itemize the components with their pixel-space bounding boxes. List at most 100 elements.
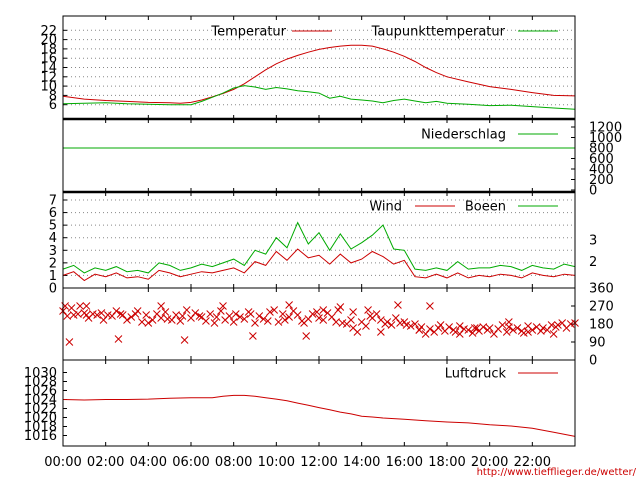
direction-point bbox=[138, 318, 146, 326]
direction-point bbox=[490, 330, 498, 338]
direction-point bbox=[464, 326, 473, 334]
direction-point bbox=[377, 328, 385, 336]
x-tick-label: 00:00 bbox=[44, 455, 81, 470]
direction-point bbox=[144, 319, 153, 327]
direction-point bbox=[451, 328, 460, 336]
direction-point bbox=[229, 318, 238, 326]
wind-tick-label: 6 bbox=[49, 206, 57, 221]
direction-point bbox=[142, 311, 151, 319]
direction-point bbox=[336, 303, 345, 311]
direction-point bbox=[97, 309, 106, 317]
direction-point bbox=[391, 314, 400, 322]
direction-tick-label: 180 bbox=[589, 318, 614, 333]
direction-point bbox=[82, 302, 91, 310]
wind-series-gusts bbox=[62, 221, 576, 274]
x-axis: 00:00 02:00 04:00 06:00 08:00 10:00 12:00 14:00… bbox=[44, 455, 551, 470]
direction-point bbox=[524, 328, 532, 336]
x-tick-label: 08:00 bbox=[215, 455, 252, 470]
direction-point bbox=[498, 321, 507, 329]
temperature-legend-label: Taupunkttemperatur bbox=[371, 25, 506, 40]
wind-series-wind bbox=[62, 248, 576, 282]
direction-point bbox=[353, 328, 362, 336]
direction-tick-label: 360 bbox=[589, 282, 614, 297]
direction-point bbox=[157, 314, 165, 322]
direction-point bbox=[281, 316, 289, 324]
direction-point bbox=[319, 306, 328, 314]
direction-point bbox=[259, 315, 268, 323]
direction-tick-label: 0 bbox=[589, 354, 597, 369]
direction-point bbox=[112, 307, 121, 315]
wind-right-label: 3 bbox=[589, 234, 597, 249]
direction-point bbox=[225, 312, 234, 320]
direction-point bbox=[187, 314, 195, 322]
direction-point bbox=[421, 330, 430, 338]
pressure-tick-label: 1030 bbox=[24, 366, 57, 381]
direction-point bbox=[347, 316, 355, 324]
wind-tick-label: 3 bbox=[49, 244, 57, 259]
direction-point bbox=[332, 318, 340, 326]
pressure-tick-label: 1020 bbox=[24, 411, 57, 426]
wind-legend-label: Wind bbox=[369, 200, 402, 215]
pressure-tick-label: 1016 bbox=[24, 429, 57, 444]
direction-point bbox=[251, 319, 259, 327]
temperature-series-temperature bbox=[62, 44, 576, 104]
wind-tick-label: 4 bbox=[49, 231, 57, 246]
direction-point bbox=[274, 318, 283, 326]
x-tick-label: 04:00 bbox=[130, 455, 167, 470]
pressure-tick-label: 1022 bbox=[24, 402, 57, 417]
direction-point bbox=[161, 308, 170, 316]
precipitation-tick-label: 200 bbox=[589, 173, 614, 188]
direction-point bbox=[249, 332, 257, 340]
temperature-tick-label: 10 bbox=[40, 80, 57, 95]
pressure-tick-label: 1024 bbox=[24, 393, 57, 408]
direction-point bbox=[485, 324, 494, 332]
wind-tick-label: 5 bbox=[49, 219, 57, 234]
direction-point bbox=[406, 322, 415, 330]
x-tick-label: 18:00 bbox=[428, 455, 465, 470]
direction-point bbox=[246, 310, 255, 318]
direction-point bbox=[195, 312, 204, 320]
direction-point bbox=[172, 311, 180, 319]
direction-point bbox=[549, 330, 558, 338]
direction-point bbox=[455, 322, 464, 330]
direction-point bbox=[387, 321, 396, 329]
direction-point bbox=[394, 301, 402, 309]
direction-point bbox=[302, 332, 311, 340]
source-url[interactable]: http://www.tiefflieger.de/wetter/ bbox=[477, 467, 637, 478]
temperature-tick-label: 14 bbox=[40, 61, 57, 76]
wind-legend-label: Boeen bbox=[465, 200, 506, 215]
direction-point bbox=[547, 321, 556, 329]
direction-point bbox=[236, 313, 244, 321]
direction-point bbox=[313, 308, 321, 316]
pressure-series-pressure bbox=[62, 394, 576, 437]
direction-point bbox=[383, 318, 392, 326]
direction-point bbox=[127, 313, 136, 321]
precipitation-legend-label: Niederschlag bbox=[421, 128, 506, 143]
direction-point bbox=[554, 321, 562, 329]
x-tick-label: 16:00 bbox=[386, 455, 423, 470]
temperature-legend-label: Temperatur bbox=[210, 25, 286, 40]
x-tick-label: 20:00 bbox=[471, 455, 508, 470]
wind-tick-label: 0 bbox=[49, 282, 57, 297]
x-tick-label: 10:00 bbox=[258, 455, 295, 470]
direction-point bbox=[231, 310, 240, 318]
precipitation-tick-label: 800 bbox=[589, 142, 614, 157]
direction-point bbox=[304, 315, 313, 323]
direction-point bbox=[99, 316, 108, 324]
pressure-tick-label: 1018 bbox=[24, 420, 57, 435]
direction-point bbox=[212, 313, 221, 321]
direction-point bbox=[270, 306, 279, 314]
temperature-tick-label: 18 bbox=[40, 42, 57, 57]
direction-point bbox=[118, 311, 127, 319]
direction-point bbox=[319, 316, 328, 324]
precipitation-tick-label: 1200 bbox=[589, 121, 622, 136]
direction-point bbox=[263, 317, 272, 325]
direction-point bbox=[266, 308, 274, 316]
direction-point bbox=[167, 316, 176, 324]
direction-point bbox=[63, 312, 72, 320]
direction-point bbox=[505, 318, 513, 326]
